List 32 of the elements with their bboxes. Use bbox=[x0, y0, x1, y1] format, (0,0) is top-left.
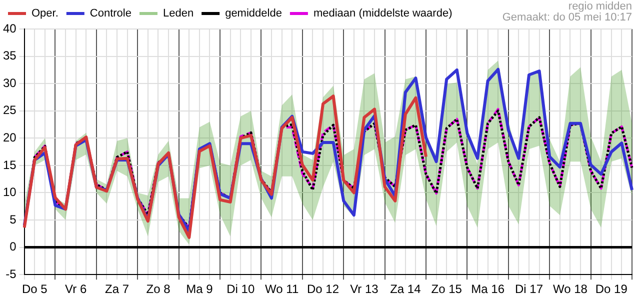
x-tick-label: Vr 6 bbox=[65, 282, 87, 296]
x-tick-label: Vr 13 bbox=[350, 282, 379, 296]
legend-label: Oper. bbox=[32, 8, 58, 20]
legend-label: gemiddelde bbox=[225, 8, 282, 20]
legend-label: Controle bbox=[90, 8, 132, 20]
y-tick-label: 5 bbox=[10, 212, 17, 226]
x-tick-label: Di 17 bbox=[515, 282, 544, 296]
x-tick-label: Do 19 bbox=[595, 282, 628, 296]
x-tick-label: Wo 18 bbox=[552, 282, 588, 296]
x-tick-label: Do 12 bbox=[307, 282, 340, 296]
x-tick-label: Do 5 bbox=[22, 282, 48, 296]
legend-label: mediaan (middelste waarde) bbox=[313, 8, 452, 20]
y-tick-label: 0 bbox=[10, 240, 17, 254]
x-tick-label: Zo 15 bbox=[431, 282, 462, 296]
y-tick-label: 35 bbox=[2, 48, 17, 63]
x-tick-label: Wo 11 bbox=[265, 282, 299, 296]
x-tick-label: Za 14 bbox=[390, 282, 422, 296]
y-tick-label: 40 bbox=[2, 21, 17, 36]
x-tick-label: Zo 8 bbox=[146, 282, 171, 296]
y-tick-label: 10 bbox=[2, 185, 17, 200]
y-tick-label: 25 bbox=[2, 103, 17, 118]
legend-label: Leden bbox=[162, 8, 194, 20]
y-tick-label: 15 bbox=[2, 158, 17, 172]
x-tick-label: Di 10 bbox=[226, 282, 255, 296]
x-tick-label: Ma 16 bbox=[471, 282, 505, 296]
y-tick-label: 30 bbox=[2, 76, 17, 90]
text: Gemaakt: do 05 mei 10:17 bbox=[502, 12, 632, 24]
x-tick-label: Ma 9 bbox=[186, 282, 214, 296]
y-tick-label: -5 bbox=[6, 266, 17, 281]
x-tick-label: Za 7 bbox=[105, 282, 130, 296]
y-tick-label: 20 bbox=[2, 130, 17, 144]
text: regio midden bbox=[568, 0, 632, 13]
